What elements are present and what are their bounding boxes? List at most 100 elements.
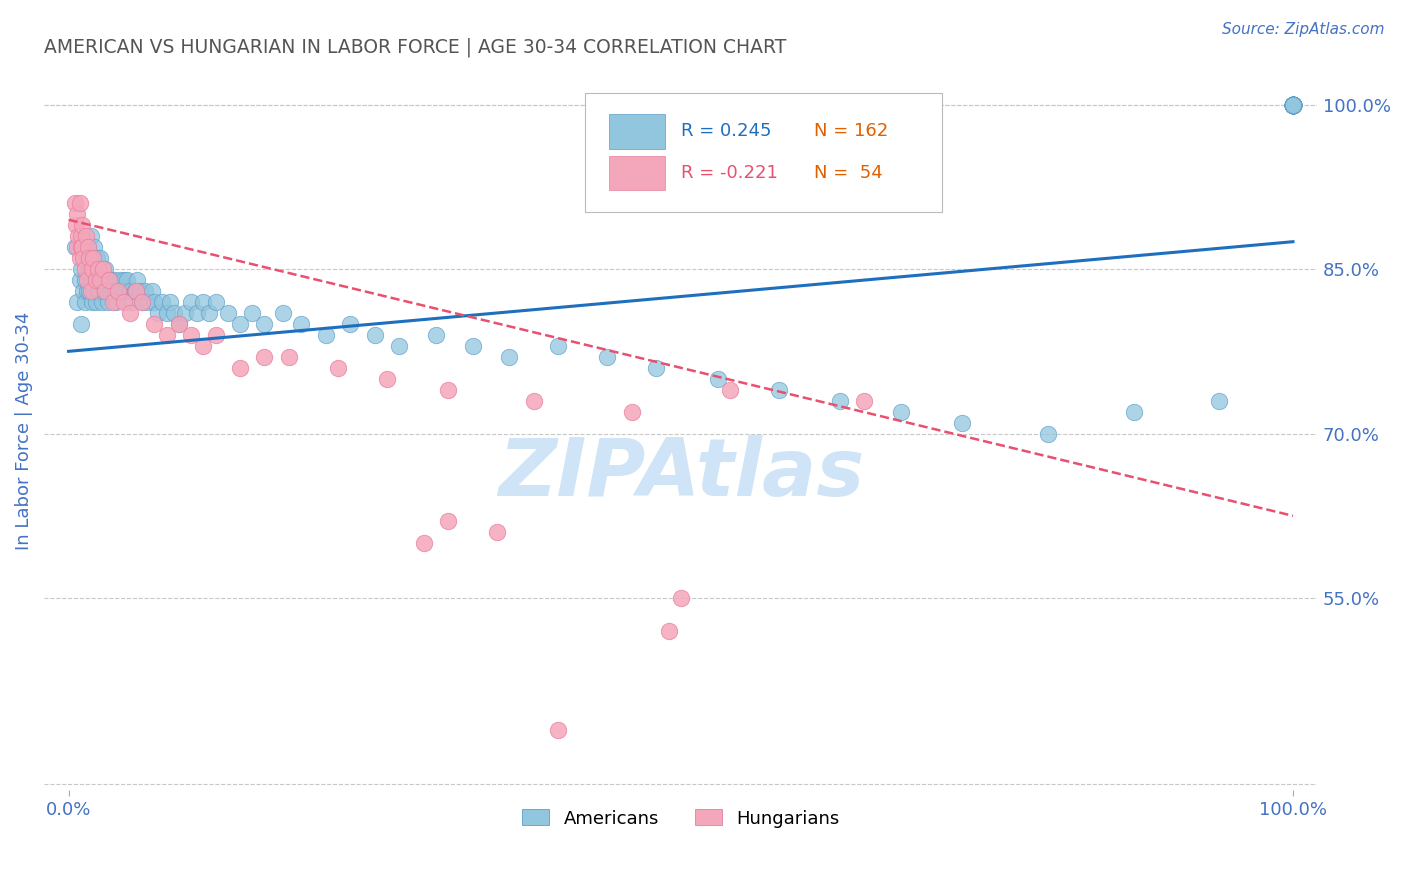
Point xyxy=(180,327,202,342)
Point xyxy=(229,317,252,331)
Point xyxy=(98,273,121,287)
Point xyxy=(1282,97,1305,112)
Point xyxy=(1282,97,1305,112)
Point xyxy=(124,284,146,298)
Point xyxy=(70,240,93,254)
Point xyxy=(84,273,107,287)
Point xyxy=(1282,97,1305,112)
Point xyxy=(69,240,91,254)
Point xyxy=(89,262,111,277)
Point xyxy=(1282,97,1305,112)
Point xyxy=(174,306,197,320)
Point xyxy=(150,295,173,310)
Point xyxy=(1282,97,1305,112)
Point xyxy=(80,251,103,265)
Point xyxy=(107,284,129,298)
Point xyxy=(1282,97,1305,112)
Point xyxy=(69,229,91,244)
Point xyxy=(1282,97,1305,112)
Point xyxy=(1282,97,1305,112)
Point xyxy=(547,723,569,737)
Point xyxy=(890,404,912,418)
Point xyxy=(118,306,141,320)
Point xyxy=(596,350,619,364)
Point xyxy=(1282,97,1305,112)
Point xyxy=(91,262,114,277)
Point xyxy=(89,251,111,265)
Point xyxy=(1282,97,1305,112)
Point xyxy=(136,295,159,310)
Point xyxy=(66,295,89,310)
Point xyxy=(1282,97,1305,112)
Point xyxy=(1282,97,1305,112)
Point xyxy=(1282,97,1305,112)
Point xyxy=(278,350,301,364)
Point xyxy=(1282,97,1305,112)
Point xyxy=(718,383,741,397)
Point xyxy=(107,284,129,298)
Point xyxy=(1282,97,1305,112)
Point xyxy=(94,284,117,298)
Point xyxy=(388,339,411,353)
Point xyxy=(1282,97,1305,112)
Point xyxy=(1282,97,1305,112)
Point xyxy=(76,273,98,287)
Point xyxy=(72,284,94,298)
Point xyxy=(70,229,93,244)
Legend: Americans, Hungarians: Americans, Hungarians xyxy=(515,802,846,835)
Point xyxy=(159,295,181,310)
Point xyxy=(131,295,153,310)
Point xyxy=(326,360,349,375)
Point xyxy=(163,306,186,320)
Point xyxy=(461,339,484,353)
Point xyxy=(240,306,263,320)
Point xyxy=(155,327,177,342)
Point xyxy=(315,327,337,342)
Point xyxy=(87,262,110,277)
Point xyxy=(1282,97,1305,112)
Point xyxy=(1282,97,1305,112)
Point xyxy=(75,229,97,244)
Point xyxy=(523,393,546,408)
Point xyxy=(1282,97,1305,112)
Point xyxy=(67,229,90,244)
Point xyxy=(73,262,96,277)
Point xyxy=(217,306,239,320)
Point xyxy=(1282,97,1305,112)
Point xyxy=(253,350,276,364)
Point xyxy=(69,251,91,265)
Point xyxy=(1282,97,1305,112)
Point xyxy=(108,273,131,287)
Point xyxy=(94,262,117,277)
Point xyxy=(94,273,117,287)
Point xyxy=(83,240,105,254)
Point xyxy=(66,207,89,221)
Point xyxy=(73,273,96,287)
Point xyxy=(73,295,96,310)
Point xyxy=(1282,97,1305,112)
Point xyxy=(1282,97,1305,112)
Point xyxy=(204,295,226,310)
Point xyxy=(101,295,124,310)
Point xyxy=(1282,97,1305,112)
Point xyxy=(79,284,101,298)
Point xyxy=(141,284,163,298)
Point xyxy=(89,273,111,287)
Point xyxy=(853,393,876,408)
Point xyxy=(69,196,91,211)
Point xyxy=(110,284,132,298)
Point xyxy=(84,273,107,287)
FancyBboxPatch shape xyxy=(609,156,665,190)
Point xyxy=(70,219,93,233)
Point xyxy=(72,251,94,265)
Point xyxy=(620,404,643,418)
Point xyxy=(1282,97,1305,112)
Point xyxy=(1122,404,1144,418)
Point xyxy=(86,273,108,287)
Point xyxy=(100,273,122,287)
Point xyxy=(146,306,169,320)
Point xyxy=(363,327,385,342)
Point xyxy=(412,536,434,550)
Point xyxy=(65,219,87,233)
Text: AMERICAN VS HUNGARIAN IN LABOR FORCE | AGE 30-34 CORRELATION CHART: AMERICAN VS HUNGARIAN IN LABOR FORCE | A… xyxy=(44,37,786,57)
